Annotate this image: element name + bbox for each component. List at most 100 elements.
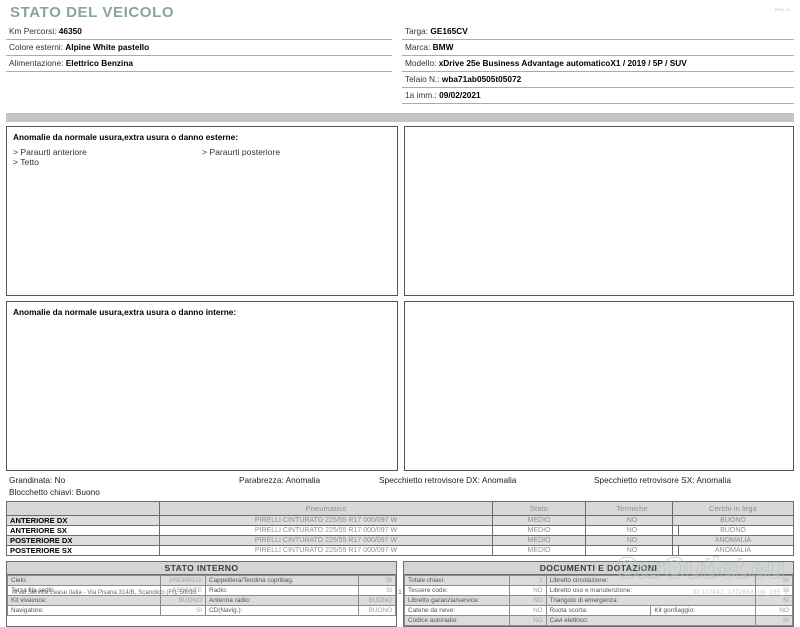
row-label: Catene da neve: <box>404 605 510 616</box>
tyre-termiche: NO <box>585 545 679 556</box>
row-value: SI <box>160 605 206 616</box>
revision-label: Rev. A <box>775 7 790 12</box>
table-row: ANOMALIA <box>672 535 794 546</box>
field-alimentazione: Alimentazione: Elettrico Benzina <box>6 56 392 72</box>
table-header-row: Cerchi in lega <box>672 501 794 516</box>
page-footer: Arval Service Lease Italia - Via Pisana … <box>0 589 800 596</box>
row-value: SI <box>755 595 793 606</box>
tyre-termiche: NO <box>585 515 679 526</box>
table-row: Catene da neve: NO Ruota scorta: Kit gon… <box>404 605 793 616</box>
table-row: BUONO <box>672 525 794 536</box>
row-value: ANOMALIA <box>160 575 206 586</box>
row-label: Kit vivavoce: <box>7 595 161 606</box>
tyre-spec: PIRELLI CINTURATO 225/55 R17 000/097 W <box>159 535 493 546</box>
table-row: ANOMALIA <box>672 545 794 556</box>
vehicle-header: Km Percorsi: 46350 Colore esterni: Alpin… <box>6 24 794 104</box>
rim-state: BUONO <box>672 515 794 526</box>
field-label: Colore esterni: <box>9 42 63 52</box>
tyre-position: ANTERIORE SX <box>6 525 160 536</box>
field-value: 09/02/2021 <box>439 90 481 100</box>
table-row: POSTERIORE SX PIRELLI CINTURATO 225/55 R… <box>6 545 679 556</box>
row-label: Cappelliera/Tendina copribag. <box>205 575 359 586</box>
tyre-table-wrap: Pneumatico Stato Termiche ANTERIORE DX P… <box>6 501 679 556</box>
field-label: Alimentazione: <box>9 58 64 68</box>
table-row: ANTERIORE DX PIRELLI CINTURATO 225/55 R1… <box>6 515 679 526</box>
internal-anomalies-box: Anomalie da normale usura,extra usura o … <box>6 301 398 471</box>
tyre-stato: MEDIO <box>492 525 586 536</box>
field-value: GE165CV <box>430 26 468 36</box>
tyre-termiche: NO <box>585 525 679 536</box>
table-row: Codice autoradio: NO Cavi elettrico: SI <box>404 615 793 626</box>
list-item: > Tetto <box>13 157 39 167</box>
field-value: xDrive 25e Business Advantage automatico… <box>438 58 687 68</box>
rims-table-wrap: Cerchi in lega BUONO BUONO ANOMALIA ANOM… <box>672 501 794 556</box>
vehicle-header-left: Km Percorsi: 46350 Colore esterni: Alpin… <box>6 24 400 72</box>
panel-title-documenti: DOCUMENTI E DOTAZIONI <box>404 562 793 575</box>
list-item: > Paraurti anteriore <box>13 147 87 157</box>
footer-page-number: 1 <box>398 589 402 596</box>
field-prima-immatricolazione: 1a imm.: 09/02/2021 <box>402 88 794 104</box>
row-label: Libretto garanzia/service: <box>404 595 510 606</box>
row-value: BUONO <box>160 595 206 606</box>
field-value: BMW <box>432 42 454 52</box>
footer-company: Arval Service Lease Italia - Via Pisana … <box>12 589 197 596</box>
documenti-table: Totale chiavi: 2 Libretto circolazione: … <box>404 575 793 626</box>
tyre-stato: MEDIO <box>492 515 586 526</box>
row-label-secondary: Kit gonfiaggio: <box>650 605 756 616</box>
internal-anomalies-row: Anomalie da normale usura,extra usura o … <box>6 301 794 471</box>
table-row: Libretto garanzia/service: NO Triangolo … <box>404 595 793 606</box>
row-label: Totale chiavi: <box>404 575 510 586</box>
field-telaio: Telaio N.: wba71ab0505t05072 <box>402 72 794 88</box>
table-row: Cielo: ANOMALIA Cappelliera/Tendina copr… <box>7 575 396 586</box>
row-label: Codice autoradio: <box>404 615 510 626</box>
field-label: Targa: <box>405 26 429 36</box>
field-value: Alpine White pastello <box>65 42 150 52</box>
row-value: SI <box>358 575 396 586</box>
footer-document-code: ID 127942, 1722663 ,06_165_2 <box>692 589 788 596</box>
tyre-position: ANTERIORE DX <box>6 515 160 526</box>
status-grandinata: Grandinata: No <box>9 475 66 485</box>
tyre-spec: PIRELLI CINTURATO 225/55 R17 000/097 W <box>159 545 493 556</box>
row-value: 2 <box>508 575 547 586</box>
table-row: POSTERIORE DX PIRELLI CINTURATO 225/55 R… <box>6 535 679 546</box>
row-value: SI <box>755 615 793 626</box>
table-row: Kit vivavoce: BUONO Antenna radio: BUONO <box>7 595 396 606</box>
tyre-position: POSTERIORE SX <box>6 545 160 556</box>
row-label: Navigatore: <box>7 605 161 616</box>
row-label: Antenna radio: <box>205 595 359 606</box>
table-row: Totale chiavi: 2 Libretto circolazione: … <box>404 575 793 586</box>
field-marca: Marca: BMW <box>402 40 794 56</box>
table-row: BUONO <box>672 515 794 526</box>
row-value: NO <box>755 605 793 616</box>
field-label: 1a imm.: <box>405 90 437 100</box>
table-row: ANTERIORE SX PIRELLI CINTURATO 225/55 R1… <box>6 525 679 536</box>
table-row: Navigatore: SI CD(Navig.): BUONO <box>7 605 396 616</box>
panel-title-stato-interno: STATO INTERNO <box>7 562 396 575</box>
rim-state: ANOMALIA <box>672 535 794 546</box>
table-header-row: Pneumatico Stato Termiche <box>6 501 679 516</box>
internal-anomalies-diagram-box <box>404 301 794 471</box>
tyre-table: Pneumatico Stato Termiche ANTERIORE DX P… <box>6 501 679 556</box>
status-parabrezza: Parabrezza: Anomalia <box>239 475 321 485</box>
tyre-position: POSTERIORE DX <box>6 535 160 546</box>
status-retrovisore-dx: Specchietto retrovisore DX: Anomalia <box>379 475 517 485</box>
section-divider <box>6 113 794 122</box>
field-value: 46350 <box>58 26 82 36</box>
row-label: Cavi elettrico: <box>545 615 757 626</box>
row-value: NO <box>508 595 547 606</box>
tyre-spec: PIRELLI CINTURATO 225/55 R17 000/097 W <box>159 515 493 526</box>
col-stato-header: Stato <box>492 501 586 516</box>
row-label: Cielo: <box>7 575 161 586</box>
field-value: Elettrico Benzina <box>65 58 134 68</box>
field-modello: Modello: xDrive 25e Business Advantage a… <box>402 56 794 72</box>
col-termiche-header: Termiche <box>585 501 679 516</box>
tyre-spec: PIRELLI CINTURATO 225/55 R17 000/097 W <box>159 525 493 536</box>
list-item: > Paraurti posteriore <box>202 147 281 157</box>
field-value: wba71ab0505t05072 <box>441 74 522 84</box>
row-value: NO <box>508 615 547 626</box>
row-label: Ruota scorta: <box>545 605 652 616</box>
col-cerchi-header: Cerchi in lega <box>672 501 794 516</box>
external-anomalies-diagram-box <box>404 126 794 296</box>
row-label: Libretto circolazione: <box>545 575 757 586</box>
tyre-section: Pneumatico Stato Termiche ANTERIORE DX P… <box>6 501 794 556</box>
